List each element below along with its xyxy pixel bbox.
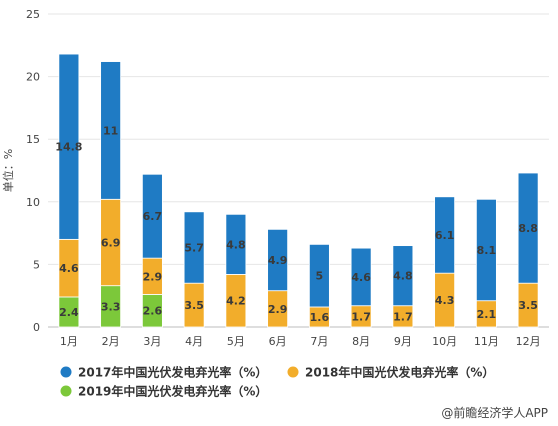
bar-segment	[141, 173, 163, 259]
data-label: 5.7	[184, 241, 204, 254]
data-label: 4.3	[435, 294, 455, 307]
x-tick-label: 5月	[227, 335, 245, 348]
bar-segment	[225, 213, 247, 275]
watermark-text: 前瞻产业研究院	[63, 82, 233, 153]
x-tick-label: 4月	[185, 335, 203, 348]
data-label: 14.8	[55, 141, 82, 154]
data-labels: 2.4 4.6 14.8 3.3 6.9 11 2.6 2.9 6.7 3.5 5.7 4.2 4.8 2…	[55, 124, 538, 324]
y-tick-label: 5	[33, 258, 40, 271]
legend-swatch	[60, 366, 72, 378]
y-axis-label: 单位：%	[1, 149, 15, 192]
bar-segment	[267, 228, 289, 292]
data-label: 2.9	[143, 270, 163, 283]
x-tick-label: 3月	[143, 335, 161, 348]
data-label: 6.9	[101, 236, 121, 249]
x-tick-label: 1月	[60, 335, 78, 348]
x-tick-label: 6月	[269, 335, 287, 348]
x-tick-label: 12月	[516, 335, 541, 348]
y-tick-label: 0	[33, 321, 40, 334]
data-label: 3.5	[518, 299, 538, 312]
grid-lines	[48, 13, 549, 328]
data-label: 2.1	[477, 308, 497, 321]
bar-segment	[308, 243, 330, 308]
legend-label: 2017年中国光伏发电弃光率（%）	[78, 365, 267, 380]
legend-label: 2019年中国光伏发电弃光率（%）	[78, 384, 267, 399]
data-label: 4.2	[226, 295, 246, 308]
data-label: 4.6	[351, 271, 371, 284]
bar-segment	[350, 247, 372, 307]
data-label: 1.7	[351, 310, 371, 323]
data-label: 3.5	[184, 299, 204, 312]
bars	[58, 53, 539, 328]
data-label: 6.7	[143, 210, 163, 223]
data-label: 1.6	[310, 311, 330, 324]
data-label: 2.9	[268, 303, 288, 316]
source-credit: @前瞻经济学人APP	[441, 405, 548, 420]
data-label: 3.3	[101, 300, 121, 313]
legend-swatch	[60, 385, 72, 397]
x-tick-label: 11月	[474, 335, 499, 348]
bar-segment	[434, 196, 456, 274]
bar-segment	[183, 211, 205, 284]
data-label: 11	[103, 124, 118, 137]
data-label: 5	[316, 270, 324, 283]
data-label: 4.8	[393, 270, 413, 283]
legend: 2017年中国光伏发电弃光率（%） 2018年中国光伏发电弃光率（%） 2019年中…	[60, 365, 494, 399]
y-tick-label: 15	[26, 133, 40, 146]
bar-segment	[517, 172, 539, 284]
x-axis-ticks: 1月 2月 3月 4月 5月 6月 7月 8月 9月 10月 11月 12月	[60, 335, 541, 348]
data-label: 4.6	[59, 262, 79, 275]
y-tick-label: 25	[26, 8, 40, 21]
data-label: 2.6	[143, 305, 163, 318]
legend-swatch	[287, 366, 299, 378]
y-tick-label: 10	[26, 196, 40, 209]
bar-segment	[100, 61, 122, 200]
bar-segment	[475, 198, 497, 302]
data-label: 2.4	[59, 306, 79, 319]
data-label: 8.8	[518, 222, 538, 235]
x-tick-label: 9月	[394, 335, 412, 348]
data-label: 4.8	[226, 238, 246, 251]
y-tick-label: 20	[26, 71, 40, 84]
data-label: 4.9	[268, 254, 288, 267]
x-tick-label: 8月	[352, 335, 370, 348]
bar-segment	[58, 53, 80, 240]
data-label: 1.7	[393, 310, 413, 323]
x-tick-label: 7月	[310, 335, 328, 348]
x-tick-label: 2月	[102, 335, 120, 348]
x-tick-label: 10月	[432, 335, 457, 348]
y-axis-ticks: 0 5 10 15 20 25	[26, 8, 40, 334]
legend-label: 2018年中国光伏发电弃光率（%）	[305, 365, 494, 380]
bar-segment	[392, 245, 414, 307]
data-label: 8.1	[477, 244, 497, 257]
data-label: 6.1	[435, 229, 455, 242]
